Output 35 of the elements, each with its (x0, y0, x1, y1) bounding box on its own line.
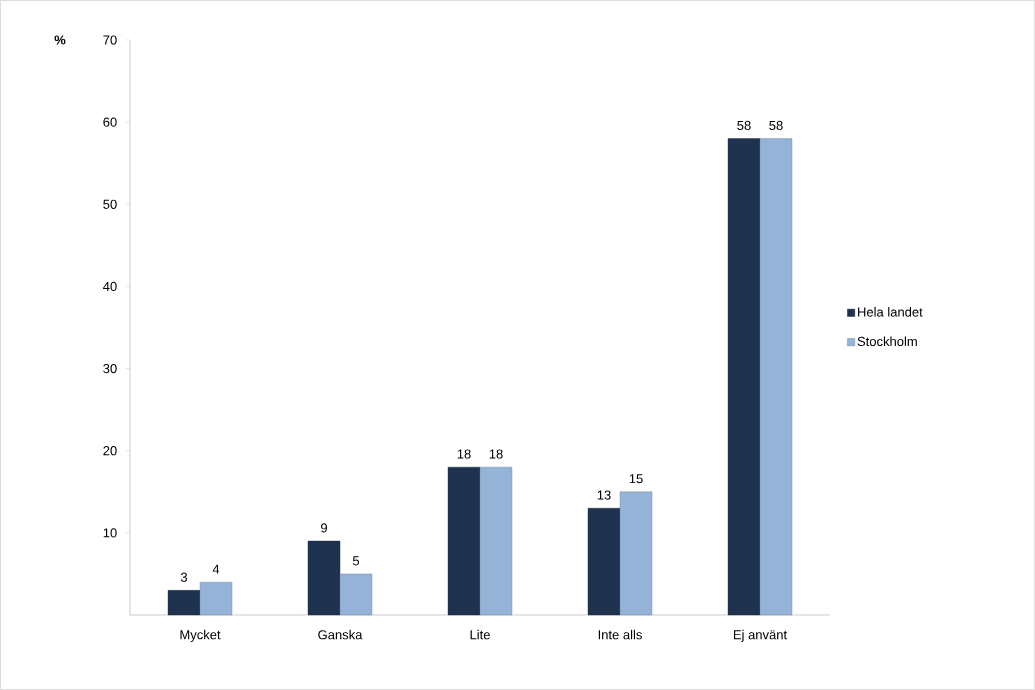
data-label: 13 (597, 490, 611, 500)
data-label: 18 (489, 449, 503, 459)
bar (339, 573, 373, 616)
x-tick-label: Lite (470, 629, 490, 640)
x-tick-label: Inte alls (598, 629, 642, 640)
legend-label: Stockholm (857, 336, 917, 347)
x-tick-label: Ej använt (733, 629, 787, 642)
data-label: 9 (321, 523, 328, 533)
bar (479, 466, 513, 616)
y-tick-label: 40 (103, 281, 117, 292)
legend-label: Hela landet (858, 307, 923, 317)
bar (199, 581, 233, 616)
data-label: 15 (629, 474, 643, 484)
y-tick-label: 20 (103, 446, 117, 456)
y-tick-label: 10 (103, 528, 117, 538)
y-tick-label: 30 (103, 363, 117, 374)
bar (759, 138, 793, 616)
data-label: 3 (180, 572, 188, 582)
bar (587, 508, 621, 616)
x-tick-label: Ganska (318, 629, 363, 640)
x-tick-label: Mycket (180, 629, 221, 642)
data-label: 4 (212, 564, 220, 574)
y-tick-label: 60 (103, 117, 117, 127)
bar (447, 466, 481, 616)
bar (727, 138, 761, 616)
y-tick-label: 70 (103, 35, 117, 45)
data-label: 5 (352, 556, 360, 566)
bar (619, 491, 653, 616)
data-label: 58 (737, 120, 751, 131)
y-tick-label: 50 (103, 199, 117, 209)
data-label: 18 (457, 449, 471, 459)
bar (167, 590, 201, 616)
y-axis-title: % (54, 35, 66, 45)
data-label: 58 (769, 120, 783, 131)
bar (307, 540, 341, 616)
